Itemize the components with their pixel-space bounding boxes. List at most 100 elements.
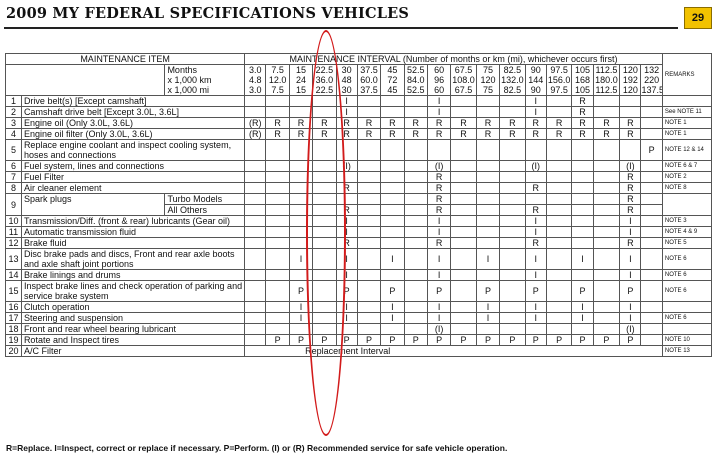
schedule-cell: P — [450, 334, 477, 346]
schedule-cell — [640, 237, 663, 249]
row-number: 12 — [5, 237, 22, 249]
row-number: 6 — [5, 160, 22, 172]
sub-item-label: All Others — [164, 204, 246, 216]
schedule-cell — [244, 171, 267, 183]
interval-km-value: 132.0 — [501, 75, 524, 85]
item-label: Transmission/Diff. (front & rear) lubric… — [20, 215, 246, 227]
schedule-cell — [265, 226, 290, 238]
schedule-cell — [450, 182, 477, 194]
schedule-cell: P — [640, 139, 663, 161]
schedule-cell — [288, 226, 314, 238]
header-row: MAINTENANCE ITEM MAINTENANCE INTERVAL (Nu… — [4, 53, 713, 96]
schedule-cell — [403, 182, 428, 194]
table-row: 15 Inspect brake lines and check operatio… — [5, 280, 713, 302]
schedule-cell — [592, 182, 621, 194]
schedule-cell — [265, 171, 290, 183]
remark-note: See NOTE 11 — [661, 106, 713, 118]
schedule-cell — [288, 269, 314, 281]
schedule-cell: P — [524, 280, 547, 302]
schedule-cell — [244, 334, 267, 346]
table-row: 3 Engine oil (Only 3.0L, 3.6L) (R) R R R R R R R R… — [5, 117, 713, 129]
interval-mi-value: 52.5 — [406, 85, 425, 95]
schedule-cell — [265, 237, 290, 249]
schedule-cell — [592, 269, 621, 281]
schedule-cell — [640, 323, 663, 335]
schedule-cell — [312, 182, 337, 194]
schedule-cell — [403, 139, 428, 161]
interval-column-14: 105 168 105 — [571, 64, 594, 96]
schedule-cell — [592, 106, 621, 118]
schedule-cell: R — [619, 182, 642, 194]
schedule-cell — [499, 95, 526, 107]
table-row: 1 Drive belt(s) [Except camshaft] I I I R — [5, 95, 713, 107]
row-number: 1 — [5, 95, 22, 107]
table-row: 11 Automatic transmission fluid I I I I NOTE 4… — [5, 226, 713, 238]
item-label: Spark plugs — [20, 193, 166, 216]
schedule-cell: I — [380, 312, 405, 324]
interval-column-4: 30 48 30 — [335, 64, 358, 96]
table-row: 19 Rotate and Inspect tires P P P P P P P P P P P P P P… — [5, 334, 713, 346]
interval-km-value: 120 — [480, 75, 496, 85]
schedule-cell: R — [312, 128, 337, 140]
item-label: Fuel Filter — [20, 171, 246, 183]
schedule-cell: I — [475, 248, 501, 270]
page-number-badge: 29 — [684, 7, 712, 29]
interval-km-value: 180.0 — [595, 75, 618, 85]
interval-months-value: 90 — [530, 65, 541, 76]
interval-months-value: 3.0 — [249, 65, 262, 76]
interval-mi-value: 60 — [434, 85, 445, 95]
schedule-cell — [545, 312, 573, 324]
schedule-cell: P — [288, 280, 314, 302]
interval-values-row: Months x 1,000 km x 1,000 mi 3.0 4.8 3.0 7.5 12… — [4, 64, 712, 96]
interval-mi-value: 7.5 — [271, 85, 284, 95]
interval-km-value: 4.8 — [249, 75, 262, 85]
schedule-cell — [475, 204, 501, 216]
interval-column-5: 37.5 60.0 37.5 — [356, 64, 382, 96]
schedule-cell — [545, 204, 573, 216]
schedule-cell — [380, 139, 405, 161]
schedule-cell — [356, 323, 382, 335]
schedule-cell — [403, 226, 428, 238]
schedule-cell — [244, 106, 267, 118]
schedule-cell — [312, 193, 337, 205]
schedule-cell — [335, 193, 358, 205]
schedule-cell — [640, 193, 663, 205]
schedule-cell — [545, 226, 573, 238]
schedule-cell — [524, 193, 547, 205]
table-row: 14 Brake linings and drums I I I I NOTE 6 — [5, 269, 713, 281]
schedule-cell — [356, 204, 382, 216]
schedule-cell: R — [380, 117, 405, 129]
remark-note: NOTE 10 — [661, 334, 713, 346]
interval-months-value: 15 — [295, 65, 306, 76]
schedule-cell: I — [426, 269, 452, 281]
schedule-cell: R — [356, 128, 382, 140]
schedule-cell: R — [619, 237, 642, 249]
schedule-cell — [640, 128, 663, 140]
schedule-cell: R — [312, 117, 337, 129]
schedule-cell — [403, 248, 428, 270]
schedule-cell — [475, 106, 501, 118]
schedule-cell — [545, 160, 573, 172]
interval-months-value: 97.5 — [550, 65, 568, 76]
schedule-cell — [640, 182, 663, 194]
row-number: 19 — [5, 334, 22, 346]
schedule-cell — [499, 182, 526, 194]
interval-unit-label: x 1,000 km — [167, 75, 212, 85]
interval-mi-value: 45 — [387, 85, 398, 95]
schedule-cell — [380, 106, 405, 118]
schedule-cell: R — [619, 171, 642, 183]
interval-column-header: MAINTENANCE INTERVAL (Number of months o… — [244, 53, 663, 65]
schedule-cell — [288, 323, 314, 335]
schedule-cell: I — [426, 312, 452, 324]
interval-months-value: 75 — [482, 65, 493, 76]
schedule-cell — [450, 215, 477, 227]
remark-note: NOTE 2 — [661, 171, 713, 183]
schedule-cell — [244, 204, 267, 216]
interval-column-12: 90 144 90 — [524, 64, 547, 96]
schedule-cell: I — [571, 301, 594, 313]
schedule-cell: R — [524, 204, 547, 216]
schedule-cell: R — [335, 237, 358, 249]
item-column-header: MAINTENANCE ITEM — [4, 53, 246, 65]
schedule-cell — [288, 95, 314, 107]
schedule-cell — [403, 237, 428, 249]
